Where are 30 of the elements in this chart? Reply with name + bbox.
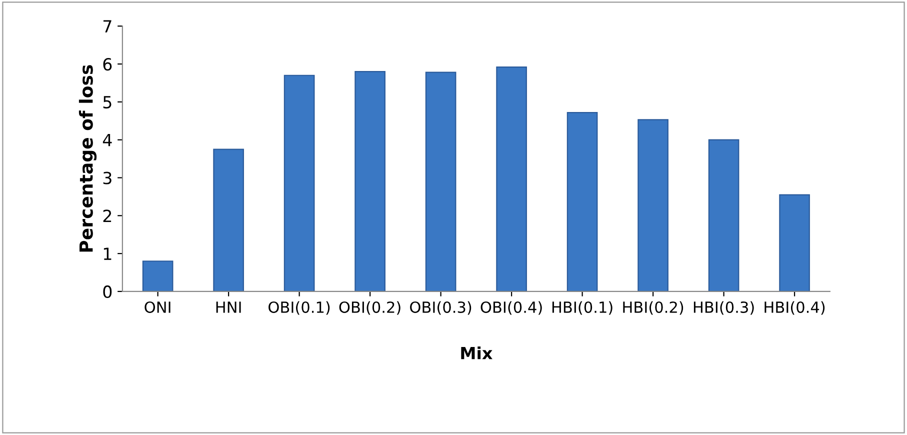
bar: [779, 194, 810, 292]
y-tick-label: 4: [102, 134, 112, 146]
x-tick-label: HBI(0.1): [552, 301, 612, 315]
bar: [496, 66, 527, 292]
x-tick-label: ONI: [144, 301, 170, 313]
y-tick-label: 0: [103, 285, 112, 298]
y-tick-label: 5: [103, 96, 112, 108]
y-axis-title: Percentage of loss: [78, 65, 97, 252]
x-tick-label: OBI(0.4): [480, 301, 542, 315]
y-tick-label: 7: [103, 20, 112, 32]
bar: [638, 119, 668, 292]
x-axis-title: Mix: [461, 346, 492, 360]
x-tick-label: HBI(0.2): [623, 301, 684, 315]
x-tick-label: OBI(0.1): [268, 301, 330, 315]
x-tick-label: HNI: [216, 302, 241, 313]
bar: [425, 72, 456, 292]
x-tick-label: OBI(0.3): [410, 301, 472, 315]
y-tick-label: 2: [103, 210, 112, 222]
bar: [354, 71, 386, 292]
x-tick-label: HBI(0.3): [694, 301, 754, 315]
y-tick-label: 1: [104, 248, 112, 260]
x-tick-label: OBI(0.2): [339, 301, 400, 315]
bar: [708, 139, 740, 292]
bar: [213, 148, 244, 292]
x-tick-label: HBI(0.4): [764, 301, 825, 315]
bar: [142, 260, 174, 292]
bar: [284, 74, 315, 292]
y-tick-label: 6: [103, 58, 112, 71]
y-tick-label: 3: [103, 172, 112, 184]
bar: [566, 112, 598, 292]
